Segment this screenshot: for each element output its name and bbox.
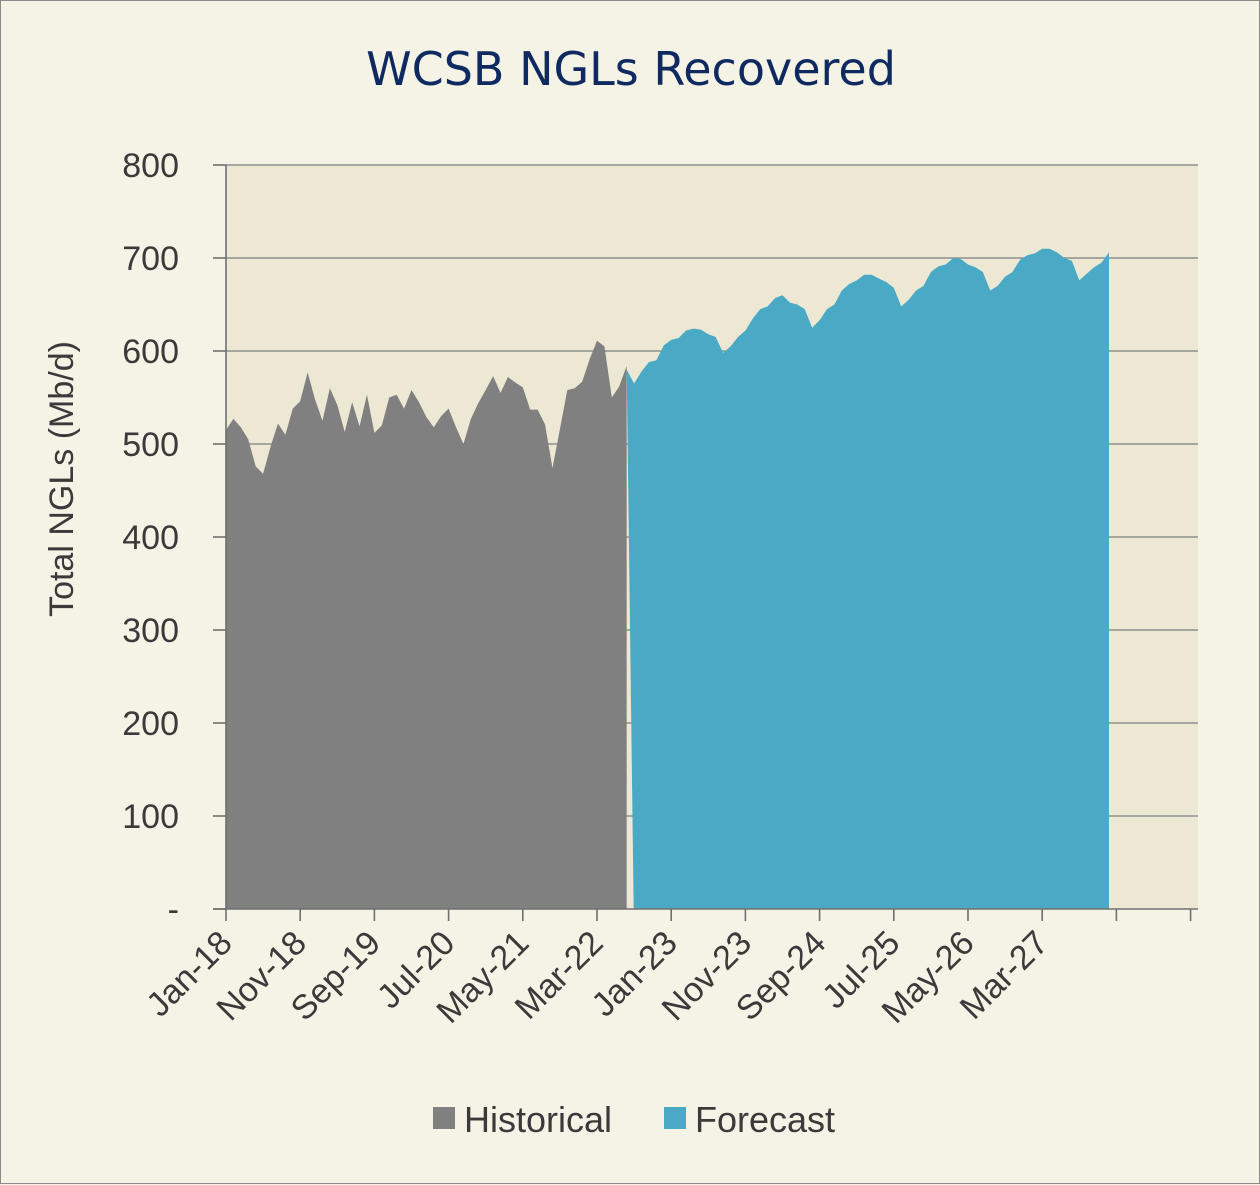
y-tick-label: 700 bbox=[122, 240, 179, 278]
historical-area bbox=[226, 340, 627, 909]
y-axis-ticks: - 100 200 300 400 500 600 700 800 bbox=[122, 147, 226, 929]
y-tick-label: 300 bbox=[122, 612, 179, 650]
legend-label-historical: Historical bbox=[464, 1099, 612, 1140]
y-tick-label: 800 bbox=[122, 147, 179, 185]
y-tick-label: - bbox=[168, 891, 179, 929]
legend-swatch-historical bbox=[433, 1107, 455, 1129]
forecast-area bbox=[626, 248, 1109, 909]
legend-swatch-forecast bbox=[664, 1107, 686, 1129]
y-tick-label: 600 bbox=[122, 333, 179, 371]
y-tick-label: 100 bbox=[122, 798, 179, 836]
legend: Historical Forecast bbox=[433, 1099, 835, 1140]
y-tick-label: 500 bbox=[122, 426, 179, 464]
x-axis-ticks: Jan-18Nov-18Sep-19Jul-20May-21Mar-22Jan-… bbox=[139, 909, 1192, 1031]
y-tick-label: 200 bbox=[122, 705, 179, 743]
y-tick-label: 400 bbox=[122, 519, 179, 557]
y-axis-title: Total NGLs (Mb/d) bbox=[43, 341, 81, 617]
legend-label-forecast: Forecast bbox=[695, 1099, 835, 1140]
chart-title: WCSB NGLs Recovered bbox=[366, 42, 896, 96]
